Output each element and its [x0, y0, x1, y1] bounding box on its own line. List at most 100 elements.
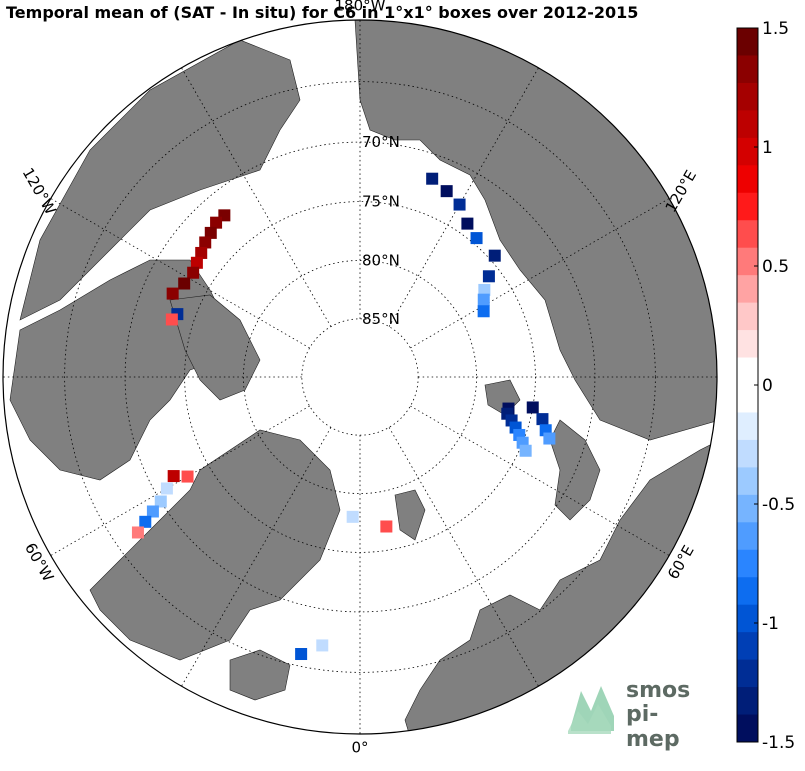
meridian-30 — [388, 427, 539, 687]
data-cell — [519, 444, 532, 457]
land-alaska — [19, 39, 301, 321]
colorbar-segment — [737, 687, 758, 716]
colorbar-tick-label: 0.5 — [762, 257, 789, 277]
lon-label-180: 180°W — [335, 0, 386, 15]
colorbar-segment — [737, 549, 758, 578]
data-cell — [295, 648, 308, 661]
data-cell — [190, 256, 203, 269]
data-cell — [488, 249, 501, 262]
meridian-60 — [410, 405, 670, 556]
data-cell — [166, 287, 179, 300]
data-cells — [131, 172, 556, 661]
colorbar-segment — [737, 28, 758, 56]
colorbar-segment — [737, 247, 758, 276]
land-novaya-zemlya — [549, 419, 601, 521]
colorbar-tick-label: 1 — [762, 138, 773, 158]
colorbar-tick-label: 0 — [762, 376, 773, 396]
colorbar-segment — [737, 604, 758, 633]
data-cell — [346, 510, 359, 523]
data-cell — [139, 515, 152, 528]
data-cell — [470, 232, 483, 245]
smos-pimep-logo: smos pi-mep — [566, 676, 706, 752]
meridian-330 — [181, 427, 332, 687]
colorbar-segment — [737, 275, 758, 304]
data-cell — [477, 293, 490, 306]
colorbar-segment — [737, 357, 758, 386]
lat-label-75: 75°N — [362, 193, 400, 211]
lon-label--120: 120°W — [19, 165, 60, 218]
colorbar-segment — [737, 632, 758, 661]
colorbar-tick-label: -1.5 — [762, 733, 795, 753]
colorbar-tick-label: 1.5 — [762, 19, 789, 39]
colorbar-segment — [737, 714, 758, 743]
data-cell — [160, 482, 173, 495]
data-cell — [187, 266, 200, 279]
colorbar-segment — [737, 577, 758, 606]
data-cell — [181, 470, 194, 483]
colorbar-segment — [737, 55, 758, 84]
latitude-labels: 70°N 75°N 80°N 85°N — [362, 133, 400, 328]
data-cell — [165, 313, 178, 326]
colorbar-segment — [737, 220, 758, 249]
lon-label-120: 120°E — [662, 167, 700, 215]
data-cell — [210, 216, 223, 229]
data-cell — [146, 505, 159, 518]
data-cell — [178, 277, 191, 290]
logo-text-line1: smos — [626, 678, 691, 703]
colorbar-segment — [737, 385, 758, 413]
data-cell — [426, 172, 439, 185]
colorbar-segment — [737, 165, 758, 194]
colorbar-segment — [737, 659, 758, 688]
colorbar-segment — [737, 192, 758, 221]
data-cell — [154, 495, 167, 508]
colorbar-segment — [737, 110, 758, 139]
meridian-240 — [50, 198, 310, 349]
colorbar-segment — [737, 137, 758, 166]
colorbar-segment — [737, 82, 758, 111]
meridian-300 — [50, 405, 310, 556]
meridian-150 — [388, 67, 539, 327]
graticule — [3, 20, 717, 734]
lon-label-0: 0° — [351, 739, 368, 757]
data-cell — [199, 236, 212, 249]
data-cell — [453, 198, 466, 211]
land-ellesmere — [169, 294, 261, 401]
land-iceland — [229, 649, 291, 701]
parallel-85 — [301, 318, 419, 436]
parallel-65 — [64, 81, 656, 673]
colorbar-segment — [737, 522, 758, 551]
land-greenland — [89, 429, 341, 661]
lat-label-85: 85°N — [362, 310, 400, 328]
data-cell — [195, 246, 208, 259]
logo-text-line2: pi-mep — [626, 702, 680, 752]
colorbar-tick-label: -1 — [762, 614, 779, 634]
colorbar-segment — [737, 412, 758, 441]
data-cell — [482, 270, 495, 283]
colorbar-segment — [737, 494, 758, 523]
parallel-80 — [243, 260, 477, 494]
colorbar-segment — [737, 330, 758, 359]
colorbar-segment — [737, 467, 758, 496]
data-cell — [167, 470, 180, 483]
lat-label-80: 80°N — [362, 251, 400, 269]
lat-label-70: 70°N — [362, 133, 400, 151]
meridian-210 — [181, 67, 332, 327]
data-cell — [316, 639, 329, 652]
colorbar: 1.5 1 0.5 0 -0.5 -1 -1.5 — [736, 19, 795, 753]
data-cell — [477, 305, 490, 318]
colorbar-segment — [737, 302, 758, 331]
data-cell — [478, 283, 491, 296]
data-cell — [526, 401, 539, 414]
data-cell — [440, 185, 453, 198]
data-cell — [131, 526, 144, 539]
data-cell — [461, 217, 474, 230]
data-cell — [543, 432, 556, 445]
data-cell — [380, 520, 393, 533]
data-cell — [204, 226, 217, 239]
data-cell — [536, 413, 549, 426]
land-svalbard — [394, 489, 426, 541]
meridian-120 — [410, 198, 670, 349]
globe-border — [2, 19, 718, 735]
map-title: Temporal mean of (SAT - In situ) for C6 … — [6, 3, 639, 22]
